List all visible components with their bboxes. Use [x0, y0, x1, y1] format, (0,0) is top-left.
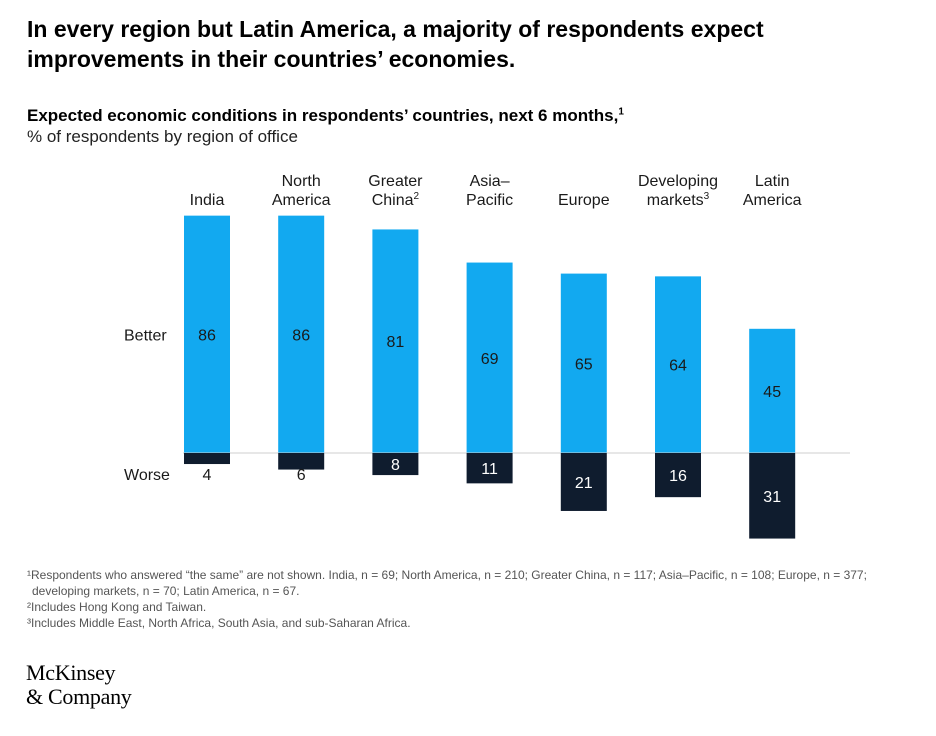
footnote-3: ³Includes Middle East, North Africa, Sou… [27, 616, 411, 630]
category-label: America [743, 192, 802, 209]
chart-subtitle: Expected economic conditions in responde… [27, 106, 624, 126]
better-value-label: 45 [763, 384, 781, 401]
better-bar [749, 328, 796, 453]
category-label: China2 [372, 191, 420, 209]
worse-value-label: 6 [297, 467, 306, 484]
footnotes: ¹Respondents who answered “the same” are… [27, 567, 927, 631]
better-value-label: 69 [481, 351, 499, 368]
worse-bar [749, 453, 796, 539]
footnote-2: ²Includes Hong Kong and Taiwan. [27, 600, 207, 614]
category-label: markets3 [647, 191, 710, 209]
worse-value-label: 11 [481, 461, 498, 478]
worse-bar [466, 453, 513, 484]
better-bar [560, 273, 607, 453]
logo-line-1: McKinsey [26, 660, 116, 685]
worse-bar [278, 453, 325, 470]
chart-headline: In every region but Latin America, a maj… [27, 16, 764, 72]
category-label: Developing [638, 173, 718, 190]
category-label: North [282, 173, 321, 190]
units-label: % of respondents by region of office [27, 127, 298, 146]
worse-bar [560, 453, 607, 511]
worse-bar [184, 453, 230, 465]
worse-bar [372, 453, 419, 476]
series-label-better: Better [124, 327, 167, 344]
better-value-label: 81 [387, 334, 405, 351]
series-label-worse: Worse [124, 467, 170, 484]
logo-line-2: & Company [26, 684, 132, 709]
better-bar [655, 276, 701, 453]
worse-value-label: 21 [575, 475, 593, 492]
better-value-label: 65 [575, 356, 593, 373]
better-value-label: 64 [669, 358, 687, 375]
category-label: Pacific [466, 192, 513, 209]
worse-value-label: 4 [203, 467, 212, 484]
better-bar [278, 215, 325, 453]
category-label: Europe [558, 192, 610, 209]
better-value-label: 86 [198, 327, 216, 344]
subtitle-footnote-marker: 1 [618, 106, 624, 118]
mckinsey-logo: McKinsey & Company [26, 660, 132, 709]
worse-value-label: 8 [391, 457, 400, 474]
footnote-1: ¹Respondents who answered “the same” are… [27, 568, 867, 582]
worse-value-label: 16 [669, 468, 687, 485]
footnote-1-continued: developing markets, n = 70; Latin Americ… [32, 584, 300, 598]
worse-bar [655, 453, 701, 498]
worse-value-label: 31 [763, 489, 781, 506]
chart-subtitle-text: Expected economic conditions in responde… [27, 106, 619, 125]
category-label: Asia– [470, 173, 510, 190]
better-bar [466, 262, 513, 453]
category-label: India [190, 192, 225, 209]
category-label: Greater [368, 173, 423, 190]
better-bar [184, 215, 230, 453]
better-value-label: 86 [292, 327, 310, 344]
better-bar [372, 229, 419, 453]
category-label: Latin [755, 173, 790, 190]
category-label: America [272, 192, 331, 209]
